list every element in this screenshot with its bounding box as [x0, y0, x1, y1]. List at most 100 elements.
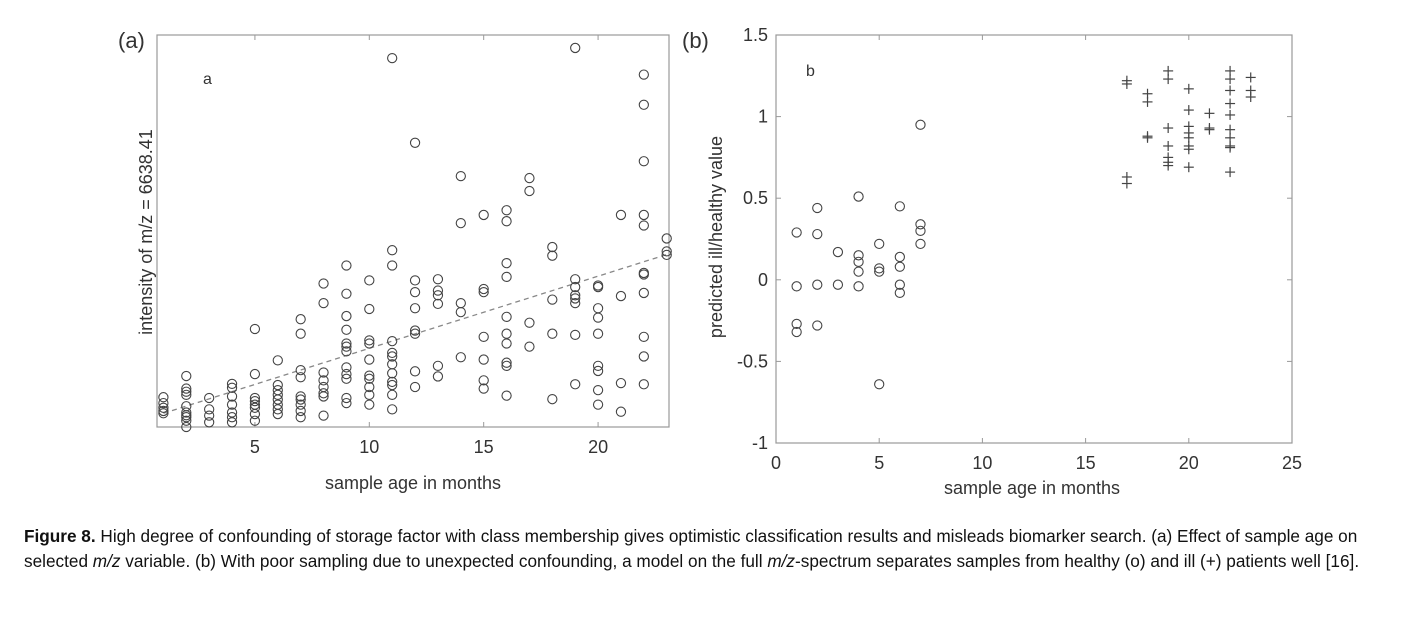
data-point [387, 260, 398, 271]
data-point [364, 399, 375, 410]
data-point-ill [1245, 72, 1256, 83]
data-point [158, 405, 169, 417]
x-tick-label: 20 [1179, 453, 1199, 473]
data-point [501, 338, 512, 349]
caption-text-1: High degree of confounding of storage fa… [24, 526, 1358, 571]
data-point [547, 250, 558, 261]
data-point-ill [1163, 74, 1174, 85]
panel-a: (a) a sample age in months intensity of … [118, 28, 672, 493]
data-point-healthy [874, 238, 885, 250]
x-tick-label: 15 [474, 437, 494, 457]
x-tick-label: 25 [1282, 453, 1302, 473]
data-point-healthy [894, 279, 905, 290]
data-point [501, 271, 512, 283]
data-point [570, 379, 581, 390]
data-point [455, 352, 466, 363]
data-point [387, 336, 398, 347]
data-point-ill [1183, 83, 1194, 94]
data-point-ill [1163, 160, 1174, 171]
data-point [478, 383, 489, 394]
data-point-ill [1225, 98, 1236, 109]
data-point-ill [1142, 96, 1153, 107]
data-point [455, 170, 466, 182]
data-point [455, 306, 466, 318]
data-point [570, 297, 581, 309]
trend-line [163, 253, 667, 414]
data-point [226, 378, 238, 390]
data-point [341, 373, 352, 384]
panel-b-label: (b) [682, 28, 709, 53]
data-point [295, 328, 306, 339]
data-point [364, 335, 375, 346]
data-point [204, 417, 215, 428]
data-point-healthy [812, 279, 823, 290]
caption-mz-2: m/z [767, 551, 796, 571]
data-point [158, 397, 169, 409]
data-point [181, 412, 192, 423]
data-point [249, 323, 261, 335]
data-point-healthy [853, 281, 864, 292]
data-point [341, 362, 352, 373]
data-point [318, 375, 329, 386]
data-point-healthy [812, 320, 823, 331]
x-tick-label: 5 [250, 437, 260, 457]
data-point-healthy [894, 287, 905, 299]
data-point-ill [1225, 74, 1236, 85]
data-point-healthy [874, 263, 885, 274]
data-point [478, 209, 489, 221]
data-point [478, 283, 489, 295]
data-point [409, 137, 421, 148]
data-point-healthy [894, 261, 905, 272]
data-point [409, 303, 421, 314]
data-point [295, 399, 306, 410]
data-point [181, 370, 192, 382]
data-point [341, 368, 352, 380]
caption-mz-1: m/z [92, 551, 121, 571]
data-point [318, 388, 329, 399]
data-point [272, 355, 283, 366]
data-point [570, 290, 581, 301]
data-point [295, 372, 306, 383]
data-point [501, 328, 512, 339]
data-point [272, 408, 283, 420]
data-point-healthy [874, 266, 885, 277]
data-point [364, 389, 375, 401]
data-point [226, 417, 238, 428]
panel-a-axes-box [156, 34, 670, 428]
data-point-healthy [853, 250, 864, 261]
data-point-ill [1163, 123, 1174, 134]
x-tick-label: 15 [1076, 453, 1096, 473]
data-point [272, 389, 283, 401]
panel-a-label: (a) [118, 28, 145, 53]
data-point-ill [1183, 162, 1194, 173]
data-point [570, 329, 581, 341]
data-point [432, 290, 444, 301]
data-point [387, 389, 398, 401]
data-point [204, 392, 215, 404]
data-point [501, 205, 512, 216]
panel-b-axes-box [775, 34, 1293, 444]
data-point-healthy [915, 238, 926, 250]
data-point [158, 402, 169, 413]
data-point-healthy [894, 251, 905, 263]
data-point [181, 415, 192, 426]
panel-b: (b) b sample age in months predicted ill… [682, 25, 1302, 498]
data-point-ill [1183, 105, 1194, 116]
data-point [432, 274, 444, 285]
data-point [570, 42, 581, 54]
data-point [501, 311, 512, 322]
caption-text-2: variable. (b) With poor sampling due to … [120, 551, 768, 571]
data-point [364, 338, 375, 349]
data-point [455, 297, 466, 309]
data-point [547, 294, 558, 305]
data-point-ill [1204, 124, 1215, 135]
data-point [295, 314, 306, 325]
panel-b-xlabel: sample age in months [944, 478, 1120, 498]
data-point-ill [1142, 132, 1153, 143]
data-point-healthy [853, 266, 864, 277]
data-point [272, 404, 283, 415]
data-point [341, 260, 352, 271]
data-point [409, 325, 421, 336]
data-point [364, 373, 375, 384]
data-point-healthy [791, 318, 802, 330]
